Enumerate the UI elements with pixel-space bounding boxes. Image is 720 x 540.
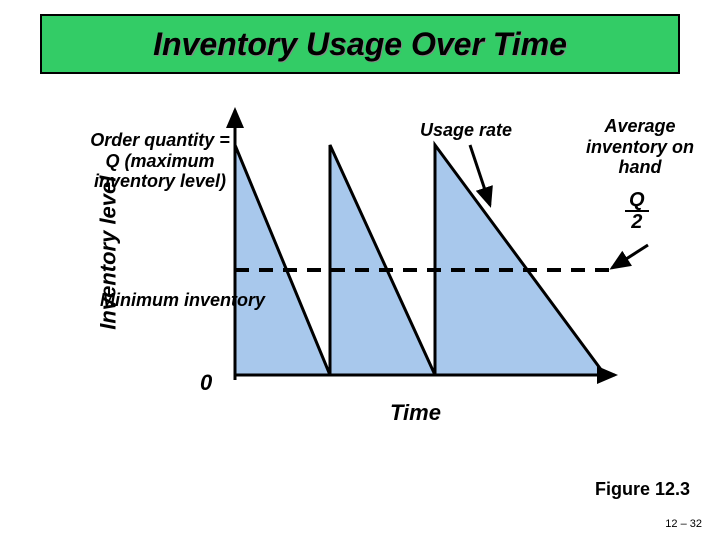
chart-area: Inventory level Order quantity = Q (maxi… — [0, 100, 720, 480]
figure-caption: Figure 12.3 — [595, 479, 690, 500]
fraction-numerator: Q — [625, 190, 649, 212]
order-quantity-label: Order quantity = Q (maximum inventory le… — [90, 130, 230, 192]
average-inventory-label: Average inventory on hand — [580, 116, 700, 178]
zero-label: 0 — [200, 370, 212, 395]
usage-rate-label: Usage rate — [420, 120, 512, 141]
x-axis-label: Time — [390, 400, 441, 425]
q-over-2-fraction: Q 2 — [625, 190, 649, 232]
fraction-denominator: 2 — [631, 211, 642, 233]
title-box: Inventory Usage Over Time — [40, 14, 680, 74]
page-title: Inventory Usage Over Time — [153, 26, 567, 63]
page-number: 12 – 32 — [665, 518, 702, 530]
minimum-inventory-label: Minimum inventory — [100, 290, 265, 311]
